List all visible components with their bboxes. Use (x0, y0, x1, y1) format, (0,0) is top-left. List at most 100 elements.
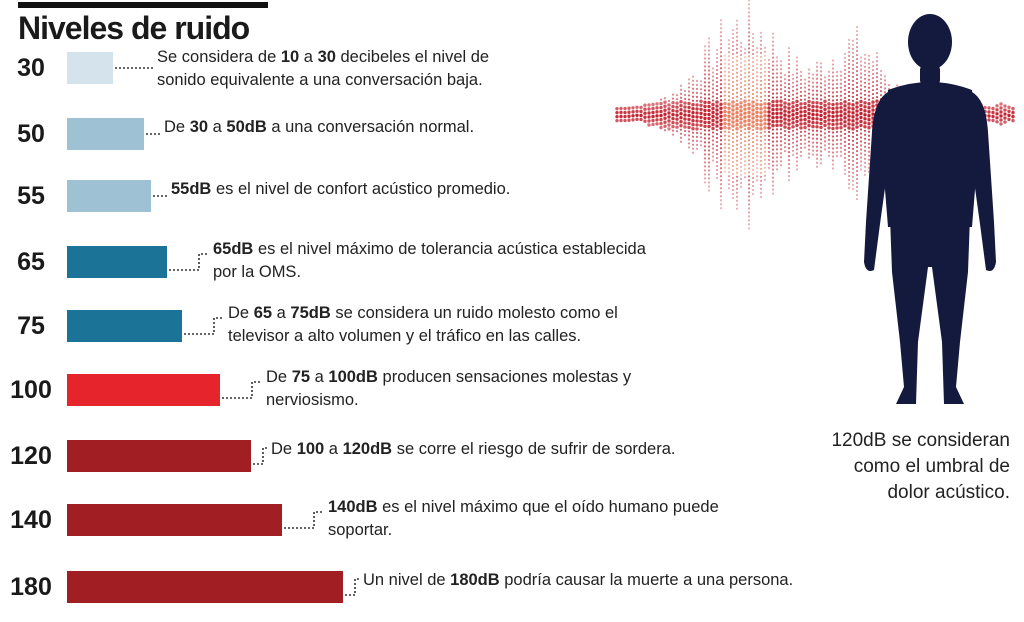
wave-dot (719, 87, 723, 90)
wave-dot (839, 114, 843, 118)
wave-dot (771, 144, 775, 147)
wave-dot (659, 105, 663, 110)
wave-dot (739, 101, 743, 105)
wave-dot (735, 79, 739, 82)
wave-dot (807, 156, 811, 159)
wave-dot (751, 40, 755, 44)
wave-dot (727, 147, 731, 150)
wave-dot (783, 145, 787, 149)
wave-dot (863, 109, 867, 113)
wave-dot (679, 140, 683, 143)
wave-dot (759, 127, 763, 131)
wave-dot (787, 126, 791, 130)
wave-dot (863, 105, 867, 109)
wave-dot (743, 156, 747, 159)
wave-dot (867, 134, 871, 137)
wave-dot (731, 188, 735, 192)
wave-dot (751, 152, 755, 156)
description-text: podría causar la muerte a una persona. (499, 571, 794, 589)
wave-dot (767, 154, 771, 158)
wave-dot (771, 52, 775, 55)
wave-dot (731, 112, 735, 116)
wave-dot (763, 82, 767, 85)
wave-dot (715, 48, 719, 52)
wave-dot (819, 158, 823, 161)
wave-dot (799, 134, 803, 137)
wave-dot (767, 118, 771, 122)
wave-dot (703, 69, 707, 72)
wave-dot (831, 106, 835, 111)
wave-dot (851, 83, 855, 86)
wave-dot (759, 159, 763, 162)
wave-dot (659, 113, 663, 118)
wave-dot (843, 172, 847, 175)
wave-dot (867, 54, 871, 57)
wave-dot (815, 129, 819, 132)
wave-dot (727, 171, 731, 174)
wave-dot (839, 134, 843, 137)
wave-dot (743, 103, 747, 107)
wave-dot (851, 71, 855, 74)
wave-dot (787, 110, 791, 114)
wave-dot (835, 94, 839, 98)
wave-dot (731, 80, 735, 84)
wave-dot (759, 75, 763, 78)
wave-dot (775, 107, 779, 112)
wave-dot (987, 110, 991, 114)
wave-dot (795, 136, 799, 139)
wave-dot (687, 78, 691, 81)
wave-dot (691, 135, 695, 138)
wave-dot (795, 56, 799, 59)
wave-dot (767, 78, 771, 82)
wave-dot (703, 120, 707, 125)
wave-dot (875, 60, 879, 63)
wave-dot (843, 76, 847, 79)
wave-dot (863, 117, 867, 121)
wave-dot (847, 42, 851, 46)
wave-dot (711, 143, 715, 146)
wave-dot (675, 98, 679, 101)
wave-dot (831, 159, 835, 162)
wave-dot (731, 96, 735, 100)
wave-dot (707, 189, 711, 192)
wave-dot (719, 110, 723, 114)
wave-dot (743, 99, 747, 103)
wave-dot (875, 68, 879, 71)
wave-dot (755, 131, 759, 134)
wave-dot (791, 85, 795, 88)
wave-dot (855, 145, 859, 149)
wave-dot (795, 107, 799, 112)
wave-dot (731, 144, 735, 148)
wave-dot (775, 115, 779, 120)
wave-dot (831, 83, 835, 86)
wave-dot (811, 112, 815, 117)
wave-dot (687, 109, 691, 114)
wave-dot (735, 83, 739, 86)
wave-dot (695, 91, 699, 95)
wave-dot (747, 227, 751, 230)
wave-dot (747, 23, 751, 26)
wave-dot (871, 68, 875, 72)
wave-dot (739, 173, 743, 176)
wave-dot (811, 97, 815, 100)
wave-dot (819, 117, 823, 122)
wave-dot (847, 162, 851, 166)
wave-dot (787, 179, 791, 182)
wave-dot (799, 94, 803, 97)
wave-dot (827, 146, 831, 149)
wave-dot (751, 36, 755, 40)
wave-dot (847, 154, 851, 158)
wave-dot (631, 114, 635, 118)
wave-dot (815, 93, 819, 96)
wave-dot (807, 103, 811, 108)
wave-dot (767, 94, 771, 98)
wave-dot (739, 53, 743, 56)
wave-dot (871, 80, 875, 84)
wave-dot (759, 155, 763, 158)
wave-dot (747, 167, 751, 170)
wave-dot (775, 168, 779, 171)
wave-dot (883, 79, 887, 82)
wave-dot (735, 35, 739, 38)
wave-dot (759, 167, 763, 170)
wave-dot (859, 123, 863, 128)
